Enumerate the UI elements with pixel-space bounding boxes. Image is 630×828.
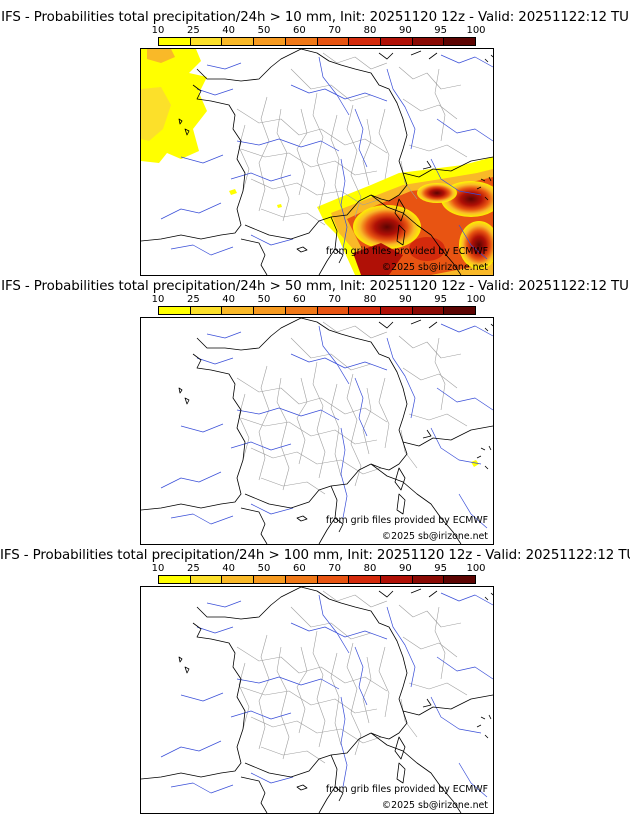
colorbar-tick-label: 60 xyxy=(292,294,306,305)
colorbar-swatch xyxy=(285,307,318,314)
colorbar-tick-label: 25 xyxy=(186,294,200,305)
colorbar-swatch xyxy=(190,576,223,583)
colorbar-swatch xyxy=(190,307,223,314)
credit-text: from grib files provided by ECMWF xyxy=(325,515,488,526)
colorbar-swatch xyxy=(285,576,318,583)
credit-text: from grib files provided by ECMWF xyxy=(325,246,488,257)
copyright-text: ©2025 sb@irizone.net xyxy=(381,262,488,273)
map: from grib files provided by ECMWF ©2025 … xyxy=(140,317,494,545)
colorbar-swatch xyxy=(380,307,413,314)
colorbar-tick-label: 50 xyxy=(257,294,271,305)
map-svg xyxy=(141,49,493,275)
colorbar-swatch xyxy=(412,576,445,583)
colorbar-tick-label: 80 xyxy=(363,563,377,574)
panel-title: IFS - Probabilities total precipitation/… xyxy=(1,279,629,294)
colorbar-tick-label: 60 xyxy=(292,563,306,574)
colorbar-tick-label: 90 xyxy=(398,25,412,36)
colorbar-tick-label: 80 xyxy=(363,294,377,305)
colorbar-tick-label: 10 xyxy=(151,25,165,36)
precip-field xyxy=(471,460,479,467)
colorbar-swatch xyxy=(159,307,191,314)
colorbar-swatches xyxy=(158,575,476,584)
colorbar-tick-label: 100 xyxy=(466,563,486,574)
copyright-text: ©2025 sb@irizone.net xyxy=(381,531,488,542)
colorbar-tick-label: 40 xyxy=(222,294,236,305)
colorbar-swatch xyxy=(317,38,350,45)
colorbar-swatch xyxy=(222,38,255,45)
map: from grib files provided by ECMWF ©2025 … xyxy=(140,48,494,276)
colorbar-tick-label: 70 xyxy=(328,25,342,36)
colorbar-tick-label: 70 xyxy=(328,563,342,574)
colorbar-tick-label: 100 xyxy=(466,294,486,305)
colorbar-swatch xyxy=(380,576,413,583)
panel-100mm: IFS - Probabilities total precipitation/… xyxy=(0,548,630,818)
colorbar-swatch xyxy=(349,38,381,45)
colorbar-tick-label: 10 xyxy=(151,294,165,305)
colorbar-swatch xyxy=(222,576,255,583)
colorbar-swatch xyxy=(412,307,445,314)
panel-title: IFS - Probabilities total precipitation/… xyxy=(1,10,629,25)
colorbar: 10 25 40 50 60 70 80 90 95 100 xyxy=(152,563,486,587)
colorbar-tick-label: 95 xyxy=(434,294,448,305)
colorbar-swatches xyxy=(158,37,476,46)
colorbar-tick-label: 80 xyxy=(363,25,377,36)
colorbar-tick-label: 95 xyxy=(434,25,448,36)
panel-50mm: IFS - Probabilities total precipitation/… xyxy=(0,279,630,549)
colorbar-swatches xyxy=(158,306,476,315)
colorbar-tick-label: 100 xyxy=(466,25,486,36)
colorbar-swatch xyxy=(444,38,476,45)
colorbar-tick-label: 95 xyxy=(434,563,448,574)
colorbar-tick-label: 10 xyxy=(151,563,165,574)
colorbar-swatch xyxy=(349,576,381,583)
copyright-text: ©2025 sb@irizone.net xyxy=(381,800,488,811)
colorbar-tick-label: 50 xyxy=(257,25,271,36)
colorbar-swatch xyxy=(444,576,476,583)
colorbar-swatch xyxy=(317,576,350,583)
colorbar-swatch xyxy=(190,38,223,45)
colorbar: 10 25 40 50 60 70 80 90 95 100 xyxy=(152,25,486,49)
colorbar-swatch xyxy=(159,576,191,583)
colorbar-swatch xyxy=(444,307,476,314)
map-svg xyxy=(141,318,493,544)
panel-title: IFS - Probabilities total precipitation/… xyxy=(0,548,630,563)
colorbar-tick-label: 90 xyxy=(398,294,412,305)
credit-text: from grib files provided by ECMWF xyxy=(325,784,488,795)
colorbar-swatch xyxy=(222,307,255,314)
colorbar-swatch xyxy=(159,38,191,45)
map: from grib files provided by ECMWF ©2025 … xyxy=(140,586,494,814)
precip-field xyxy=(141,49,493,275)
colorbar-swatch xyxy=(349,307,381,314)
colorbar-swatch xyxy=(412,38,445,45)
colorbar-tick-label: 40 xyxy=(222,563,236,574)
colorbar-tick-label: 25 xyxy=(186,25,200,36)
colorbar-tick-label: 90 xyxy=(398,563,412,574)
colorbar-tick-label: 60 xyxy=(292,25,306,36)
colorbar-tick-label: 50 xyxy=(257,563,271,574)
colorbar-tick-label: 25 xyxy=(186,563,200,574)
colorbar: 10 25 40 50 60 70 80 90 95 100 xyxy=(152,294,486,318)
colorbar-swatch xyxy=(254,307,286,314)
colorbar-tick-label: 70 xyxy=(328,294,342,305)
map-svg xyxy=(141,587,493,813)
colorbar-swatch xyxy=(254,576,286,583)
colorbar-swatch xyxy=(285,38,318,45)
colorbar-swatch xyxy=(254,38,286,45)
colorbar-swatch xyxy=(380,38,413,45)
colorbar-swatch xyxy=(317,307,350,314)
colorbar-tick-label: 40 xyxy=(222,25,236,36)
panel-10mm: IFS - Probabilities total precipitation/… xyxy=(0,10,630,280)
